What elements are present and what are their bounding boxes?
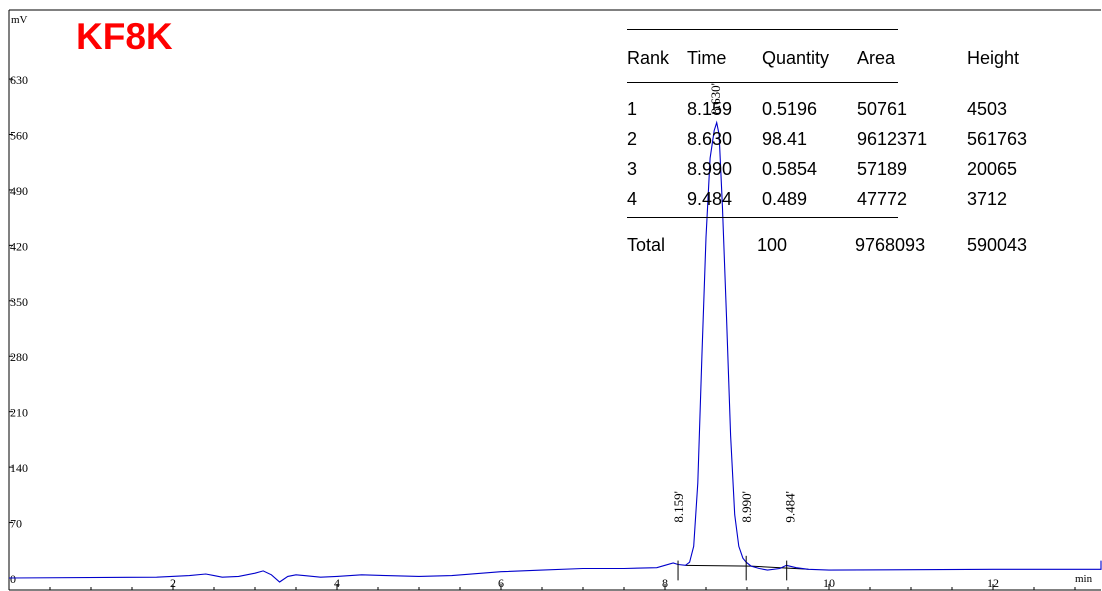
x-tick-label: 2 <box>170 576 176 590</box>
y-axis-label: mV <box>11 14 28 26</box>
table-total-cell: 590043 <box>967 235 1028 255</box>
table-cell: 8.990 <box>687 159 733 179</box>
table-cell: 4 <box>627 189 638 209</box>
table-cell: 9612371 <box>857 129 928 149</box>
table-header-cell: Quantity <box>762 48 830 68</box>
table-cell: 4503 <box>967 99 1008 119</box>
x-tick-label: 8 <box>662 576 668 590</box>
y-tick-label: 560 <box>10 128 28 142</box>
table-cell: 3712 <box>967 189 1008 209</box>
sample-label: KF8K <box>76 16 173 57</box>
table-cell: 9.484 <box>687 189 733 209</box>
table-total-cell: 100 <box>757 235 788 255</box>
table-cell: 47772 <box>857 189 908 209</box>
x-tick-label: 12 <box>987 576 999 590</box>
y-tick-label: 280 <box>10 350 28 364</box>
peak-baselines <box>685 564 809 570</box>
peak-markers: 8.159' 8.630' 8.990' 9.484' <box>671 83 798 581</box>
table-header-cell: Area <box>857 48 896 68</box>
chromatogram-trace <box>8 120 1102 583</box>
y-tick-label: 630 <box>10 73 28 87</box>
table-rule <box>627 82 898 83</box>
y-tick-label: 70 <box>10 517 22 531</box>
table-header-cell: Rank <box>627 48 670 68</box>
table-cell: 2 <box>627 129 638 149</box>
x-tick-label: 6 <box>498 576 504 590</box>
y-tick-label: 490 <box>10 184 28 198</box>
table-total-cell: 9768093 <box>855 235 926 255</box>
table-cell: 0.5196 <box>762 99 818 119</box>
table-cell: 8.630 <box>687 129 733 149</box>
y-ticks: 0 70 140 210 280 350 420 490 560 630 <box>9 73 28 586</box>
x-ticks: 24681012141618202224 <box>8 576 1076 590</box>
x-tick-label: 4 <box>334 576 340 590</box>
table-rule <box>627 217 898 218</box>
peak-label: 8.630' <box>708 83 723 115</box>
table-cell: 20065 <box>967 159 1018 179</box>
x-axis-label: min <box>1075 573 1093 585</box>
table-cell: 561763 <box>967 129 1028 149</box>
y-tick-label: 420 <box>10 239 28 253</box>
table-cell: 50761 <box>857 99 908 119</box>
y-tick-label: 210 <box>10 406 28 420</box>
y-tick-label: 140 <box>10 461 28 475</box>
peak-baseline <box>685 564 752 567</box>
peak-label: 8.159' <box>671 491 686 523</box>
x-tick-label: 10 <box>823 576 835 590</box>
table-cell: 0.489 <box>762 189 808 209</box>
peak-label: 8.990' <box>739 491 754 523</box>
table-rule <box>627 29 898 30</box>
table-cell: 57189 <box>857 159 908 179</box>
table-total-cell: Total <box>627 235 666 255</box>
y-tick-label: 0 <box>10 572 16 586</box>
table-cell: 1 <box>627 99 638 119</box>
peak-label: 9.484' <box>783 491 798 523</box>
table-cell: 98.41 <box>762 129 808 149</box>
peak-baseline <box>751 565 809 570</box>
table-header-cell: Height <box>967 48 1020 68</box>
table-header-cell: Time <box>687 48 727 68</box>
table-cell: 8.159 <box>687 99 733 119</box>
table-cell: 0.5854 <box>762 159 818 179</box>
table-cell: 3 <box>627 159 638 179</box>
plot-frame <box>8 9 1101 591</box>
y-tick-label: 350 <box>10 295 28 309</box>
